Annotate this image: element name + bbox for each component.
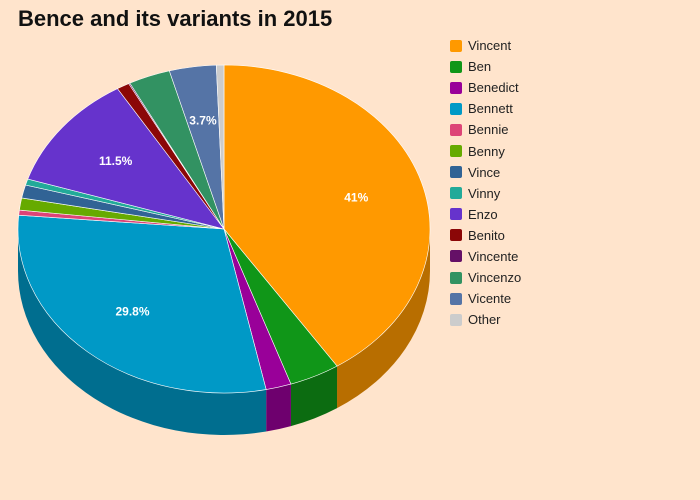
legend-item-benito[interactable]: Benito (450, 225, 521, 246)
legend-label: Vincent (468, 38, 512, 54)
legend-item-vinny[interactable]: Vinny (450, 183, 521, 204)
pie-slice-bennett[interactable] (17, 214, 267, 394)
legend-item-bennie[interactable]: Bennie (450, 119, 521, 140)
pie-side-ben (290, 366, 338, 427)
slice-label-vincent: 41% (344, 191, 368, 205)
legend-swatch (450, 292, 462, 305)
pie-depth (18, 229, 430, 435)
legend-label: Ben (468, 59, 492, 75)
legend-swatch (450, 81, 462, 94)
legend-swatch (450, 313, 462, 326)
legend-label: Vince (468, 164, 501, 180)
legend-swatch (450, 271, 462, 284)
legend-swatch (450, 102, 462, 115)
legend-item-ben[interactable]: Ben (450, 56, 521, 77)
slice-label-bennett: 29.8% (116, 304, 150, 318)
pie-labels: 41% 29.8% 11.5% 3.7% (99, 113, 369, 318)
legend-item-other[interactable]: Other (450, 309, 521, 330)
legend-item-vincent[interactable]: Vincent (450, 35, 521, 56)
legend-swatch (450, 229, 462, 242)
pie-side-vincent (337, 229, 430, 409)
legend-swatch (450, 145, 462, 158)
legend-label: Vinny (468, 185, 501, 201)
legend-swatch (450, 60, 462, 73)
legend-label: Benedict (468, 80, 519, 96)
legend-item-bennett[interactable]: Bennett (450, 98, 521, 119)
legend-swatch (450, 187, 462, 200)
slice-label-enzo: 11.5% (99, 154, 133, 168)
legend-swatch (450, 166, 462, 179)
legend-label: Other (468, 312, 501, 328)
legend-item-vince[interactable]: Vince (450, 162, 521, 183)
pie-slice-vincent[interactable] (223, 64, 431, 367)
pie-side-benedict (266, 384, 291, 432)
slice-label-vicente: 3.7% (189, 113, 217, 127)
legend-label: Vicente (468, 291, 512, 307)
legend-label: Benito (468, 227, 505, 243)
legend-item-enzo[interactable]: Enzo (450, 204, 521, 225)
legend-label: Bennie (468, 122, 509, 138)
legend-swatch (450, 208, 462, 221)
legend-item-vincenzo[interactable]: Vincenzo (450, 267, 521, 288)
legend-item-vicente[interactable]: Vicente (450, 288, 521, 309)
pie-side-bennett (18, 229, 267, 435)
legend-item-benedict[interactable]: Benedict (450, 77, 521, 98)
legend-item-vincente[interactable]: Vincente (450, 246, 521, 267)
pie-slice-other[interactable] (215, 64, 225, 230)
legend-item-benny[interactable]: Benny (450, 140, 521, 161)
legend-label: Bennett (468, 101, 513, 117)
pie-top (17, 64, 431, 394)
legend-swatch (450, 250, 462, 263)
legend: Vincent Ben Benedict Bennett Bennie Benny Vinc… (450, 35, 521, 330)
chart-title: Bence and its variants in 2015 (18, 6, 333, 31)
legend-swatch (450, 39, 462, 52)
legend-label: Vincente (468, 248, 519, 264)
legend-swatch (450, 123, 462, 136)
legend-label: Vincenzo (468, 270, 522, 286)
legend-label: Benny (468, 143, 505, 159)
pie-slice-enzo[interactable] (27, 88, 225, 230)
legend-label: Enzo (468, 206, 498, 222)
